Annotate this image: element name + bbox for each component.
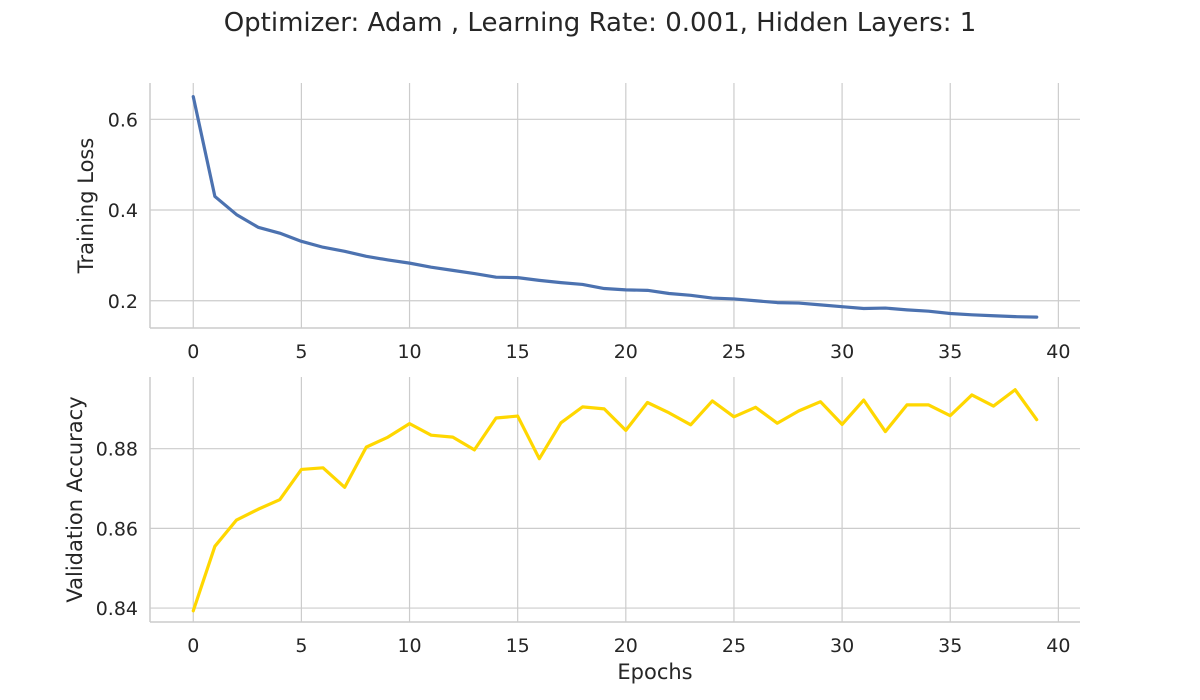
x-tick-label: 40 — [1046, 341, 1070, 363]
x-tick-label: 5 — [295, 635, 307, 657]
series-line-loss — [191, 95, 1039, 319]
x-tick-label: 35 — [938, 635, 962, 657]
x-tick-label: 25 — [722, 635, 746, 657]
y-tick-label: 0.84 — [96, 598, 138, 620]
x-tick-label: 25 — [722, 341, 746, 363]
x-tick-label: 10 — [397, 635, 421, 657]
y-tick-label: 0.4 — [108, 200, 138, 222]
series-line-accuracy — [191, 388, 1039, 613]
y-tick-label: 0.86 — [96, 518, 138, 540]
y-tick-label: 0.88 — [96, 439, 138, 461]
x-tick-label: 20 — [614, 341, 638, 363]
chart-title: Optimizer: Adam , Learning Rate: 0.001, … — [223, 8, 977, 38]
x-tick-label: 10 — [397, 341, 421, 363]
x-tick-label: 30 — [830, 635, 854, 657]
x-tick-label: 0 — [187, 635, 199, 657]
y-axis-label: Validation Accuracy — [63, 396, 87, 602]
y-tick-label: 0.6 — [108, 109, 138, 131]
x-tick-label: 0 — [187, 341, 199, 363]
x-tick-label: 5 — [295, 341, 307, 363]
x-tick-label: 35 — [938, 341, 962, 363]
y-axis-label: Training Loss — [74, 138, 98, 275]
x-tick-label: 15 — [506, 635, 530, 657]
x-tick-label: 20 — [614, 635, 638, 657]
y-tick-label: 0.2 — [108, 291, 138, 313]
x-tick-label: 30 — [830, 341, 854, 363]
subplot-accuracy: 0 5 10 15 20 25 30 35 40 0.84 0.86 0.88 Validation A… — [63, 377, 1080, 684]
x-tick-label: 40 — [1046, 635, 1070, 657]
x-axis-label: Epochs — [617, 660, 692, 684]
subplot-loss: 0 5 10 15 20 25 30 35 40 0.2 0.4 0.6 Training Loss — [74, 83, 1080, 363]
x-tick-label: 15 — [506, 341, 530, 363]
